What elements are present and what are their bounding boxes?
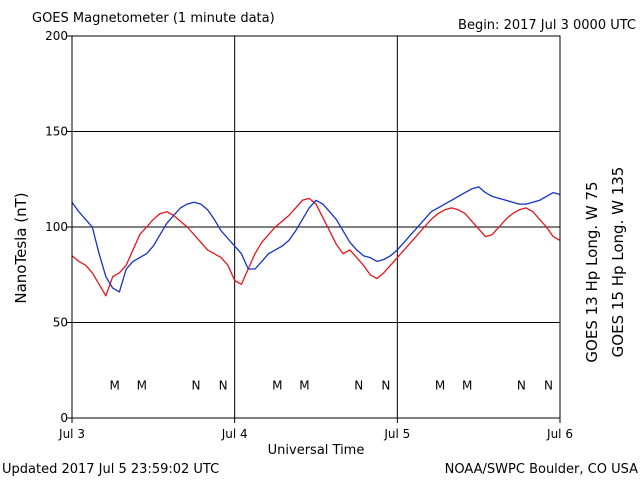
x-tick-label: Jul 5 — [383, 427, 410, 441]
credit-label: NOAA/SWPC Boulder, CO USA — [445, 462, 638, 477]
marker-m: M — [299, 379, 309, 393]
marker-m: M — [272, 379, 282, 393]
x-axis-label: Universal Time — [268, 443, 365, 458]
x-tick-label: Jul 4 — [221, 427, 248, 441]
marker-n: N — [192, 379, 201, 393]
marker-n: N — [544, 379, 553, 393]
series-lines — [71, 186, 561, 297]
marker-n: N — [381, 379, 390, 393]
x-tick-label: Jul 6 — [546, 427, 573, 441]
marker-m: M — [462, 379, 472, 393]
marker-n: N — [517, 379, 526, 393]
y-tick-label: 50 — [53, 316, 68, 330]
y-tick-label: 200 — [45, 29, 68, 43]
marker-m: M — [435, 379, 445, 393]
updated-label: Updated 2017 Jul 5 23:59:02 UTC — [2, 462, 219, 477]
marker-n: N — [354, 379, 363, 393]
marker-m: M — [110, 379, 120, 393]
marker-m: M — [137, 379, 147, 393]
begin-label: Begin: 2017 Jul 3 0000 UTC — [458, 18, 636, 33]
series-line-0 — [71, 197, 561, 297]
y-axis-ticks: 0 50 100 150 200 — [45, 29, 72, 425]
marker-n: N — [219, 379, 228, 393]
x-tick-label: Jul 3 — [58, 427, 85, 441]
chart-title: GOES Magnetometer (1 minute data) — [32, 11, 275, 26]
x-axis-ticks: Jul 3 Jul 4 Jul 5 Jul 6 — [58, 418, 573, 441]
y-axis-label: NanoTesla (nT) — [12, 192, 30, 303]
grid-lines — [72, 36, 560, 418]
legend-goes13: GOES 13 Hp Long. W 75 — [583, 181, 601, 362]
y-tick-label: 0 — [60, 411, 68, 425]
y-tick-label: 100 — [45, 220, 68, 234]
series-line-1 — [71, 186, 561, 293]
legend-goes15: GOES 15 Hp Long. W 135 — [609, 167, 627, 358]
y-tick-label: 150 — [45, 125, 68, 139]
